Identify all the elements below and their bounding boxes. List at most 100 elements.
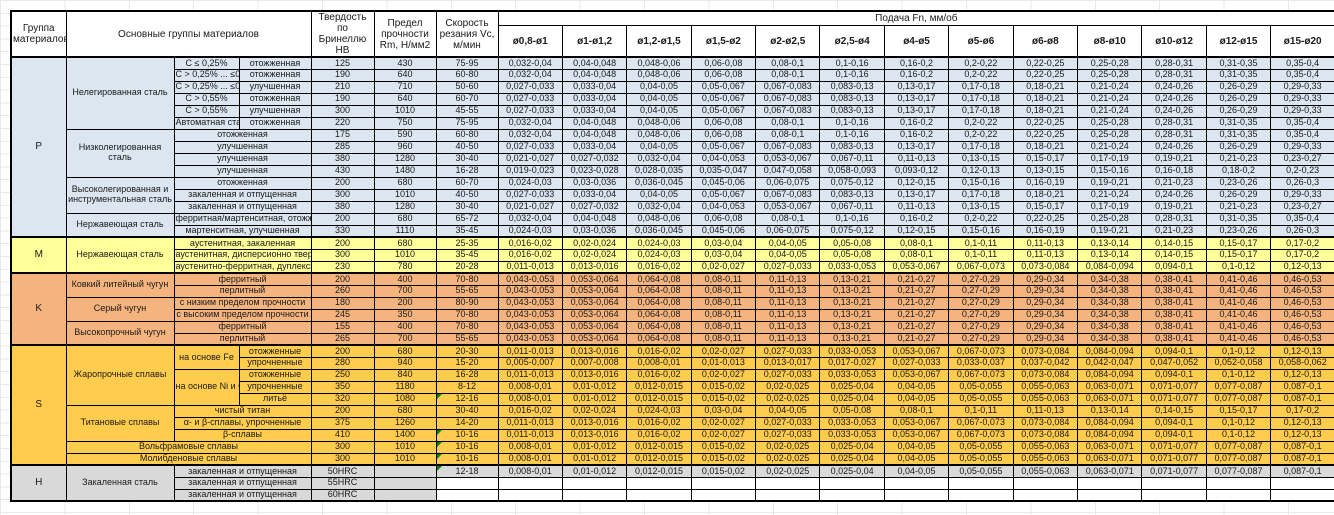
cell-feed-value[interactable]: 0,073-0,084 xyxy=(1012,368,1079,382)
cell-feed-value[interactable]: 0,03-0,04 xyxy=(690,404,757,418)
cell-feed-value[interactable]: 0,21-0,27 xyxy=(883,284,950,298)
cell-feed-value[interactable]: 0,13-0,17 xyxy=(883,80,950,94)
cell-feed-value[interactable]: 0,46-0,53 xyxy=(1270,272,1334,286)
cell-feed-value[interactable]: 0,21-0,23 xyxy=(1141,176,1207,190)
cell-material-family[interactable]: Нержавеющая сталь xyxy=(65,236,175,274)
cell-feed-value[interactable]: 0,075-0,12 xyxy=(819,176,885,190)
cell-feed-value[interactable]: 0,27-0,29 xyxy=(948,272,1014,286)
cell-cutting-speed[interactable]: 16-28 xyxy=(435,164,499,178)
cell-feed-value[interactable]: 0,05-0,08 xyxy=(819,248,885,262)
cell-feed-value[interactable]: 0,027-0,033 xyxy=(497,104,563,118)
cell-feed-value[interactable]: 0,015-0,02 xyxy=(690,452,757,466)
cell-feed-value[interactable]: 0,15-0,16 xyxy=(1077,164,1143,178)
cell-feed-value[interactable]: 0,1-0,16 xyxy=(819,56,885,70)
cell-hardness[interactable]: 280 xyxy=(310,356,375,370)
cell-feed-value[interactable] xyxy=(1012,488,1079,502)
cell-feed-value[interactable]: 0,26-0,3 xyxy=(1270,176,1334,190)
cell-feed-value[interactable]: 0,34-0,38 xyxy=(1077,308,1143,322)
cell-cutting-speed[interactable]: 65-72 xyxy=(435,212,499,226)
cell-feed-value[interactable]: 0,31-0,35 xyxy=(1205,212,1272,226)
cell-hardness[interactable]: 50HRC xyxy=(310,464,375,478)
cell-feed-value[interactable]: 0,027-0,033 xyxy=(497,188,563,202)
cell-strength[interactable]: 1010 xyxy=(373,104,437,118)
cell-feed-value[interactable]: 0,29-0,33 xyxy=(1270,188,1334,202)
cell-feed-value[interactable]: 0,011-0,013 xyxy=(497,416,563,430)
cell-feed-value[interactable]: 0,053-0,064 xyxy=(561,308,628,322)
cell-feed-value[interactable]: 0,02-0,027 xyxy=(690,344,757,358)
cell-feed-value[interactable]: 0,013-0,016 xyxy=(561,260,628,274)
cell-feed-value[interactable]: 0,03-0,04 xyxy=(690,248,757,262)
cell-material-state[interactable]: отожженная xyxy=(238,116,312,130)
cell-feed-value[interactable]: 0,016-0,02 xyxy=(626,416,692,430)
cell-feed-value[interactable]: 0,24-0,26 xyxy=(1141,92,1207,106)
cell-feed-value[interactable]: 0,16-0,2 xyxy=(883,212,950,226)
cell-cutting-speed[interactable]: 20-30 xyxy=(435,344,499,358)
cell-strength[interactable]: 840 xyxy=(373,368,437,382)
cell-feed-value[interactable]: 0,21-0,27 xyxy=(883,320,950,334)
cell-hardness[interactable]: 200 xyxy=(310,176,375,190)
cell-feed-value[interactable]: 0,1-0,12 xyxy=(1205,416,1272,430)
cell-feed-value[interactable]: 0,048-0,06 xyxy=(626,68,692,82)
cell-feed-value[interactable]: 0,008-0,01 xyxy=(626,356,692,370)
cell-feed-value[interactable]: 0,13-0,15 xyxy=(948,152,1014,166)
cell-hardness[interactable]: 200 xyxy=(310,212,375,226)
cell-feed-value[interactable]: 0,13-0,21 xyxy=(819,272,885,286)
cell-feed-value[interactable]: 0,047-0,058 xyxy=(755,164,821,178)
cell-feed-value[interactable] xyxy=(883,488,950,502)
cell-feed-value[interactable]: 0,26-0,29 xyxy=(1205,92,1272,106)
cell-feed-value[interactable]: 0,21-0,23 xyxy=(1141,224,1207,238)
cell-feed-value[interactable] xyxy=(1141,476,1207,490)
cell-feed-value[interactable]: 0,043-0,053 xyxy=(497,308,563,322)
cell-hardness[interactable]: 380 xyxy=(310,152,375,166)
cell-feed-value[interactable]: 0,38-0,41 xyxy=(1141,296,1207,310)
cell-feed-value[interactable]: 0,2-0,22 xyxy=(948,116,1014,130)
cell-cutting-speed[interactable]: 10-16 xyxy=(435,440,499,454)
cell-feed-value[interactable]: 0,12-0,13 xyxy=(1270,344,1334,358)
cell-cutting-speed[interactable]: 16-28 xyxy=(435,368,499,382)
cell-feed-value[interactable]: 0,053-0,064 xyxy=(561,320,628,334)
cell-feed-value[interactable]: 0,073-0,084 xyxy=(1012,416,1079,430)
cell-feed-value[interactable]: 0,025-0,04 xyxy=(819,464,885,478)
cell-feed-value[interactable]: 0,17-0,18 xyxy=(948,104,1014,118)
cell-strength[interactable]: 680 xyxy=(373,212,437,226)
cell-feed-value[interactable]: 0,094-0,1 xyxy=(1141,368,1207,382)
cell-cutting-speed[interactable]: 35-45 xyxy=(435,224,499,238)
cell-feed-value[interactable]: 0,03-0,036 xyxy=(561,224,628,238)
cell-feed-value[interactable]: 0,2-0,22 xyxy=(948,68,1014,82)
cell-hardness[interactable]: 155 xyxy=(310,320,375,334)
cell-feed-value[interactable]: 0,21-0,24 xyxy=(1077,104,1143,118)
cell-feed-value[interactable]: 0,033-0,037 xyxy=(948,356,1014,370)
cell-feed-value[interactable]: 0,063-0,071 xyxy=(1077,392,1143,406)
cell-feed-value[interactable]: 0,17-0,18 xyxy=(948,80,1014,94)
cell-feed-value[interactable]: 0,075-0,12 xyxy=(819,224,885,238)
cell-feed-value[interactable]: 0,29-0,33 xyxy=(1270,92,1334,106)
cell-feed-value[interactable]: 0,012-0,015 xyxy=(626,392,692,406)
cell-hardness[interactable]: 230 xyxy=(310,260,375,274)
cell-feed-value[interactable]: 0,027-0,033 xyxy=(497,80,563,94)
cell-feed-value[interactable]: 0,01-0,012 xyxy=(561,392,628,406)
header-diameter-range[interactable]: ø15-ø20 xyxy=(1270,25,1334,59)
cell-feed-value[interactable] xyxy=(1270,488,1334,502)
cell-feed-value[interactable]: 0,41-0,46 xyxy=(1205,308,1272,322)
cell-hardness[interactable]: 245 xyxy=(310,308,375,322)
cell-feed-value[interactable]: 0,077-0,087 xyxy=(1205,452,1272,466)
cell-feed-value[interactable]: 0,067-0,083 xyxy=(755,188,821,202)
cell-feed-value[interactable]: 0,048-0,06 xyxy=(626,56,692,70)
cell-feed-value[interactable] xyxy=(497,476,563,490)
cell-feed-value[interactable]: 0,01-0,012 xyxy=(561,380,628,394)
cell-feed-value[interactable]: 0,043-0,053 xyxy=(497,320,563,334)
header-diameter-range[interactable]: ø2,5-ø4 xyxy=(819,25,885,59)
cell-feed-value[interactable]: 0,064-0,08 xyxy=(626,272,692,286)
cell-feed-value[interactable]: 0,055-0,063 xyxy=(1012,380,1079,394)
cell-feed-value[interactable]: 0,064-0,08 xyxy=(626,308,692,322)
cell-feed-value[interactable]: 0,023-0,028 xyxy=(561,164,628,178)
cell-feed-value[interactable]: 0,29-0,34 xyxy=(1012,272,1079,286)
cell-feed-value[interactable]: 0,067-0,083 xyxy=(755,92,821,106)
cell-hardness[interactable]: 220 xyxy=(310,116,375,130)
cell-feed-value[interactable]: 0,21-0,27 xyxy=(883,332,950,346)
cell-feed-value[interactable]: 0,34-0,38 xyxy=(1077,284,1143,298)
cell-feed-value[interactable]: 0,067-0,11 xyxy=(819,200,885,214)
cell-feed-value[interactable]: 0,037-0,042 xyxy=(1012,356,1079,370)
cell-feed-value[interactable]: 0,2-0,23 xyxy=(1270,164,1334,178)
cell-material-spec[interactable]: C > 0,25% ... ≤0,55% xyxy=(173,68,240,82)
